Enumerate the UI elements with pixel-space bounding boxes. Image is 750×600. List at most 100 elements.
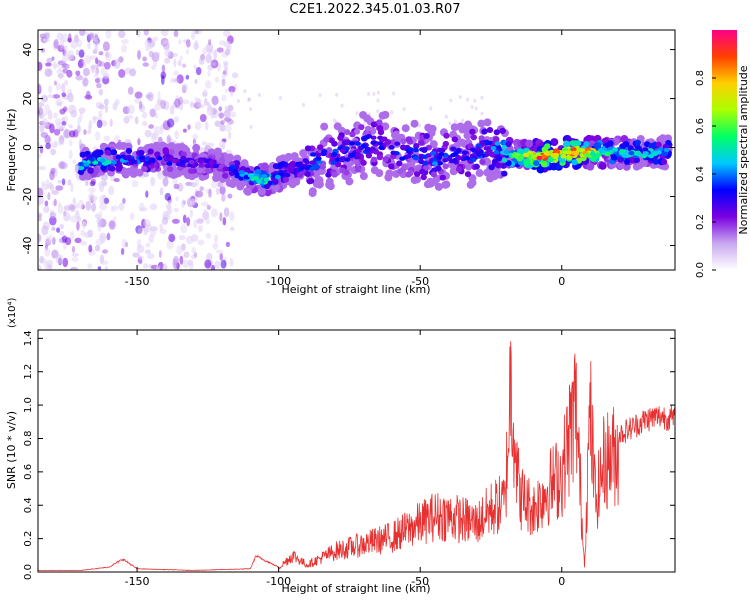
noise-blob <box>185 39 191 48</box>
ridge-blob <box>188 159 195 165</box>
noise-blob <box>142 56 148 62</box>
noise-blob <box>168 233 176 243</box>
ridge-blob <box>376 154 384 161</box>
noise-blob <box>95 239 103 246</box>
ridge-blob <box>642 147 649 152</box>
noise-blob <box>47 192 51 201</box>
noise-blob <box>247 97 251 102</box>
ridge-blob <box>252 176 259 181</box>
noise-blob <box>129 68 137 77</box>
ridge-blob <box>401 124 410 133</box>
ridge-blob <box>260 162 269 171</box>
noise-blob <box>76 125 81 134</box>
ridge-blob <box>99 158 106 163</box>
noise-blob <box>210 109 214 120</box>
ridge-blob <box>208 159 215 165</box>
noise-blob <box>223 207 230 218</box>
ridge-blob <box>429 140 438 149</box>
ridge-blob <box>325 146 333 153</box>
ridge-blob <box>274 174 281 180</box>
ridge-blob <box>610 154 618 161</box>
noise-blob <box>189 209 194 218</box>
ridge-blob <box>308 187 317 196</box>
noise-blob <box>216 47 224 53</box>
noise-blob <box>44 134 51 144</box>
colorbar-tick-label: 0.8 <box>695 70 706 86</box>
ridge-blob <box>430 151 437 156</box>
noise-blob <box>224 124 232 132</box>
ridge-blob <box>315 180 324 189</box>
ridge-blob <box>225 179 234 188</box>
noise-blob <box>192 133 199 141</box>
ridge-blob <box>655 141 662 148</box>
ridge-blob <box>481 128 488 135</box>
noise-blob <box>171 52 178 57</box>
noise-blob <box>223 40 232 49</box>
noise-blob <box>181 99 190 105</box>
ridge-blob <box>284 172 291 178</box>
noise-blob <box>229 211 235 222</box>
ridge-blob <box>486 171 495 180</box>
ridge-blob <box>612 147 619 152</box>
spectrogram-y-tick-label: 0 <box>21 144 34 151</box>
ridge-blob <box>309 160 316 165</box>
ridge-blob <box>405 136 412 143</box>
ridge-blob <box>147 148 154 155</box>
noise-blob <box>145 242 151 248</box>
ridge-blob <box>337 135 344 142</box>
noise-blob <box>75 74 84 81</box>
noise-blob <box>138 259 143 265</box>
noise-blob <box>228 131 232 140</box>
noise-blob <box>56 227 61 233</box>
ridge-blob <box>354 141 361 146</box>
noise-blob <box>88 192 95 202</box>
noise-blob <box>102 41 110 52</box>
noise-blob <box>38 166 46 171</box>
noise-blob <box>55 185 64 191</box>
ridge-blob <box>524 158 531 163</box>
ridge-blob <box>339 148 346 153</box>
ridge-blob <box>100 164 107 171</box>
noise-blob <box>94 69 99 80</box>
noise-blob <box>61 178 66 186</box>
ridge-blob <box>619 149 626 154</box>
ridge-blob <box>412 147 419 153</box>
ridge-blob <box>343 129 351 136</box>
ridge-blob <box>451 136 459 143</box>
colorbar-tick-label: 0.0 <box>695 262 706 278</box>
noise-blob <box>97 226 102 232</box>
noise-blob <box>87 124 92 134</box>
ridge-blob <box>661 151 668 157</box>
ridge-blob <box>421 148 428 153</box>
ridge-blob <box>441 180 450 189</box>
noise-blob <box>99 202 108 211</box>
noise-blob <box>179 55 183 61</box>
noise-blob <box>453 119 457 124</box>
noise-blob <box>59 223 64 230</box>
ridge-blob <box>652 151 659 157</box>
noise-blob <box>137 227 143 234</box>
noise-blob <box>39 255 45 264</box>
noise-blob <box>148 44 153 50</box>
ridge-blob <box>213 163 220 169</box>
noise-blob <box>41 183 49 191</box>
noise-blob <box>205 218 211 225</box>
noise-blob <box>110 205 115 213</box>
noise-blob <box>70 267 79 270</box>
ridge-blob <box>377 141 384 146</box>
ridge-blob <box>525 139 534 148</box>
noise-blob <box>97 266 102 270</box>
ridge-blob <box>393 130 400 137</box>
noise-blob <box>214 234 219 243</box>
noise-blob <box>191 30 196 40</box>
ridge-blob <box>540 161 548 168</box>
noise-blob <box>94 131 101 141</box>
noise-blob <box>143 30 149 36</box>
noise-blob <box>137 138 141 146</box>
noise-blob <box>41 225 49 236</box>
ridge-blob <box>247 173 254 178</box>
noise-blob <box>85 95 93 100</box>
noise-blob <box>103 135 111 142</box>
noise-blob <box>181 243 186 251</box>
noise-blob <box>82 67 90 77</box>
